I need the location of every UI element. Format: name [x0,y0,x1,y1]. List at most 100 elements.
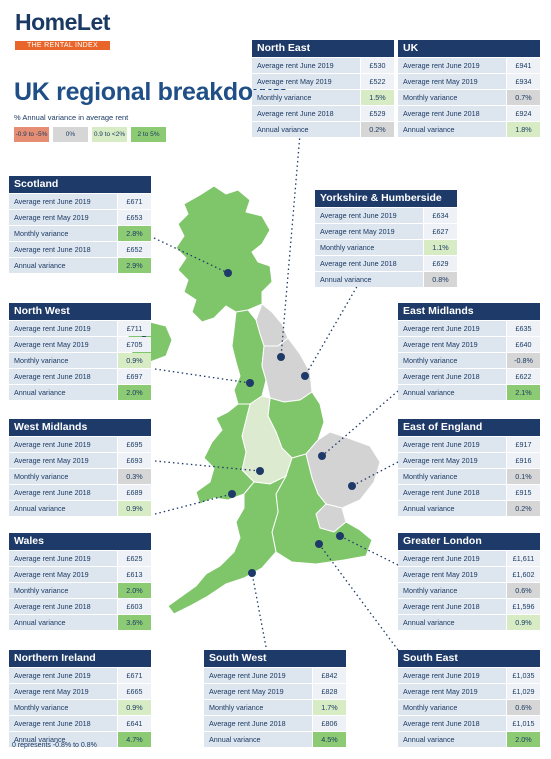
row-value: £711 [118,321,151,336]
card-uk: UK Average rent June 2019 £941 Average rent… [398,40,540,137]
card-row: Average rent June 2019 £671 [9,668,151,683]
row-label: Average rent May 2019 [9,210,117,225]
card-row: Annual variance 2.9% [9,258,151,273]
footnote: 0 represents -0.8% to 0.8% [12,742,97,749]
card-south-west: South West Average rent June 2019 £842 Aver… [204,650,346,747]
row-label: Monthly variance [9,700,117,715]
page-title: UK regional breakdown [14,78,287,106]
logo-tagline: THE RENTAL INDEX [15,41,110,50]
row-value: £705 [118,337,151,352]
row-label: Annual variance [9,258,117,273]
row-label: Average rent June 2018 [315,256,423,271]
card-row: Annual variance 4.7% [9,732,151,747]
row-value: 0.3% [118,469,151,484]
row-value: 2.1% [507,385,540,400]
card-row: Average rent May 2019 £522 [252,74,394,89]
row-label: Annual variance [315,272,423,287]
row-value: £613 [118,567,151,582]
row-label: Average rent June 2018 [398,369,506,384]
row-value: 0.2% [507,501,540,516]
row-value: 1.8% [507,122,540,137]
card-row: Average rent June 2018 £1,015 [398,716,540,731]
card-row: Average rent May 2019 £828 [204,684,346,699]
card-row: Monthly variance 1.5% [252,90,394,105]
card-row: Average rent June 2019 £530 [252,58,394,73]
row-value: £603 [118,599,151,614]
card-row: Monthly variance 0.3% [9,469,151,484]
card-title: North West [9,303,151,320]
row-label: Monthly variance [398,583,506,598]
card-row: Average rent June 2019 £941 [398,58,540,73]
row-value: £916 [507,453,540,468]
row-value: £652 [118,242,151,257]
row-label: Monthly variance [9,226,117,241]
row-value: 1.1% [424,240,457,255]
card-row: Average rent June 2018 £529 [252,106,394,121]
card-row: Monthly variance 0.9% [9,700,151,715]
card-row: Average rent June 2018 £603 [9,599,151,614]
card-row: Average rent June 2018 £806 [204,716,346,731]
logo-brand: HomeLet [15,9,110,35]
row-label: Average rent May 2019 [398,567,506,582]
row-value: £842 [313,668,346,683]
card-row: Average rent June 2018 £915 [398,485,540,500]
row-value: 4.7% [118,732,151,747]
row-value: £671 [118,668,151,683]
row-label: Average rent June 2018 [398,716,506,731]
row-label: Monthly variance [398,353,506,368]
row-value: £625 [118,551,151,566]
row-value: 2.8% [118,226,151,241]
row-label: Annual variance [398,385,506,400]
row-label: Annual variance [398,501,506,516]
row-label: Average rent June 2019 [9,668,117,683]
row-value: £806 [313,716,346,731]
row-label: Average rent May 2019 [252,74,360,89]
legend: -0.9 to -5% 0% 0.9 to <2% 2 to 5% [14,127,166,142]
card-row: Annual variance 2.1% [398,385,540,400]
row-label: Annual variance [9,501,117,516]
card-row: Monthly variance 0.1% [398,469,540,484]
row-label: Average rent May 2019 [9,567,117,582]
row-value: 2.9% [118,258,151,273]
row-label: Average rent June 2019 [398,551,506,566]
row-value: 0.6% [507,583,540,598]
row-label: Average rent May 2019 [9,337,117,352]
card-row: Average rent June 2018 £924 [398,106,540,121]
card-row: Monthly variance 0.7% [398,90,540,105]
row-label: Average rent June 2019 [9,551,117,566]
row-value: £934 [507,74,540,89]
row-value: £653 [118,210,151,225]
card-yorkshire: Yorkshire & Humberside Average rent June … [315,190,457,287]
card-row: Average rent June 2019 £711 [9,321,151,336]
card-row: Average rent May 2019 £1,602 [398,567,540,582]
card-row: Average rent June 2018 £641 [9,716,151,731]
row-label: Average rent June 2019 [398,668,506,683]
card-title: North East [252,40,394,57]
card-row: Average rent June 2018 £622 [398,369,540,384]
row-value: 3.6% [118,615,151,630]
map-yorkshire [261,337,313,403]
row-value: £529 [361,106,394,121]
row-label: Average rent June 2018 [9,599,117,614]
row-value: 0.9% [507,615,540,630]
row-label: Average rent June 2018 [9,485,117,500]
row-value: £634 [424,208,457,223]
card-row: Annual variance 4.5% [204,732,346,747]
row-label: Annual variance [9,615,117,630]
card-northern-ireland: Northern Ireland Average rent June 2019 £6… [9,650,151,747]
row-value: £915 [507,485,540,500]
card-title: South East [398,650,540,667]
row-label: Monthly variance [252,90,360,105]
row-value: £1,029 [507,684,540,699]
card-row: Average rent June 2018 £689 [9,485,151,500]
row-label: Average rent June 2019 [398,437,506,452]
row-value: £1,602 [507,567,540,582]
card-row: Annual variance 1.8% [398,122,540,137]
row-value: £917 [507,437,540,452]
card-title: Northern Ireland [9,650,151,667]
row-label: Average rent May 2019 [398,453,506,468]
card-south-east: South East Average rent June 2019 £1,035 Av… [398,650,540,747]
row-value: £671 [118,194,151,209]
row-value: £828 [313,684,346,699]
row-label: Monthly variance [204,700,312,715]
